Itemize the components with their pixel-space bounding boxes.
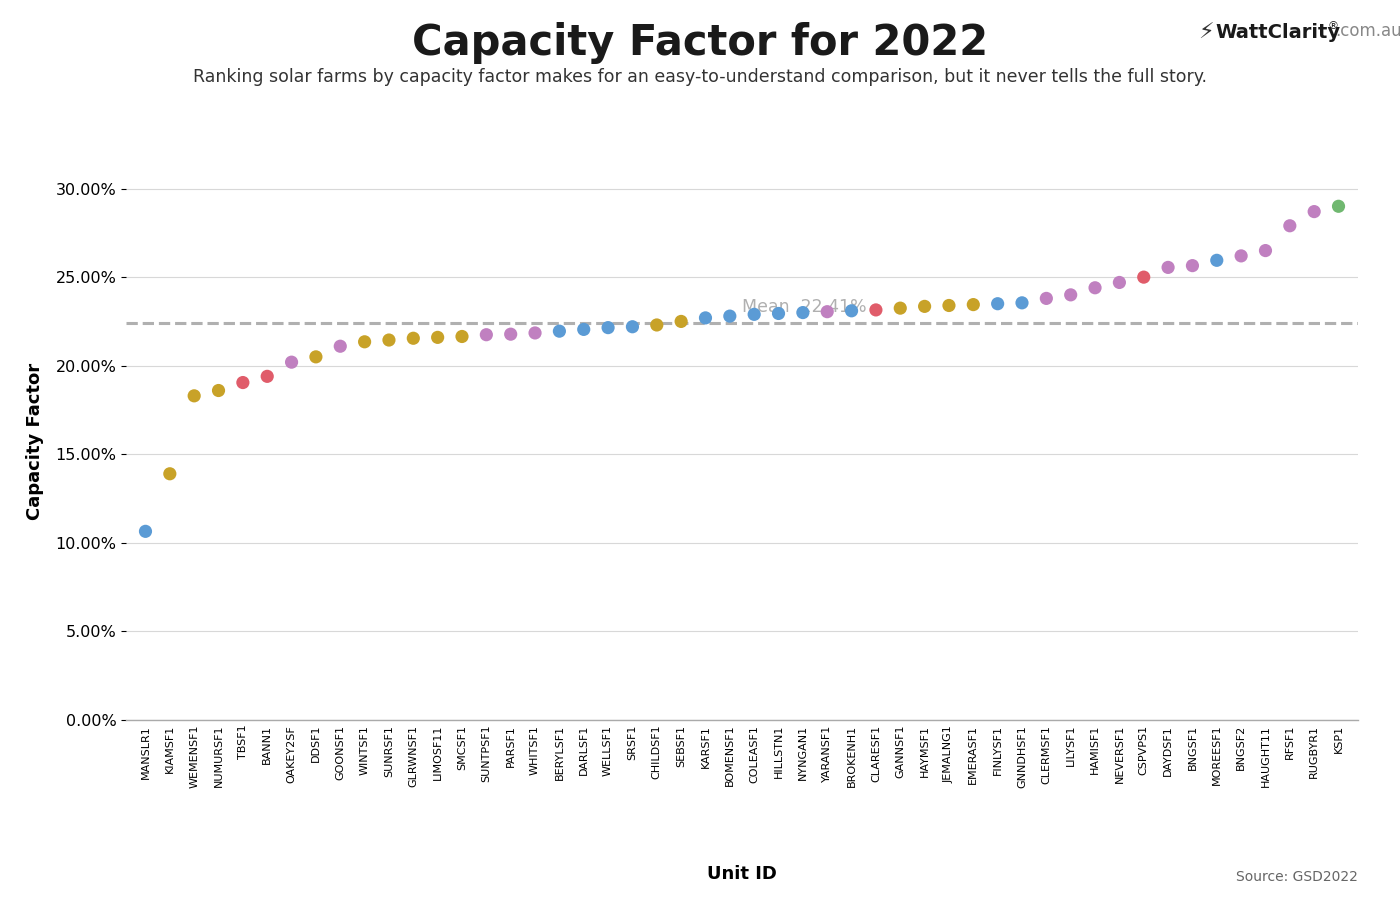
Point: [451, 329, 473, 344]
Point: [500, 327, 522, 341]
Point: [1011, 295, 1033, 310]
Point: [207, 383, 230, 398]
Point: [1156, 260, 1179, 274]
Point: [1109, 275, 1131, 290]
Point: [378, 333, 400, 347]
Point: [865, 302, 888, 317]
Text: WattClarity: WattClarity: [1215, 22, 1340, 41]
Point: [938, 298, 960, 312]
Point: [840, 303, 862, 318]
Y-axis label: Capacity Factor: Capacity Factor: [27, 363, 45, 519]
Point: [913, 299, 935, 313]
Point: [767, 306, 790, 320]
Text: Mean  22.41%: Mean 22.41%: [742, 298, 867, 316]
Point: [524, 326, 546, 340]
Point: [158, 466, 181, 481]
Point: [1327, 199, 1350, 213]
Point: [353, 335, 375, 349]
Point: [256, 369, 279, 383]
Point: [231, 375, 253, 390]
Point: [816, 304, 839, 319]
Point: [1035, 292, 1057, 306]
Point: [1133, 270, 1155, 284]
Point: [427, 330, 449, 345]
Point: [596, 320, 619, 335]
Point: [889, 301, 911, 315]
Point: [962, 297, 984, 311]
Point: [645, 318, 668, 332]
Point: [549, 324, 571, 338]
Point: [1182, 258, 1204, 273]
Text: .com.au: .com.au: [1336, 22, 1400, 40]
Point: [183, 389, 206, 403]
Point: [694, 310, 717, 325]
Point: [1060, 288, 1082, 302]
Point: [402, 331, 424, 346]
Point: [1205, 253, 1228, 267]
Text: Ranking solar farms by capacity factor makes for an easy-to-understand compariso: Ranking solar farms by capacity factor m…: [193, 68, 1207, 86]
Point: [1278, 219, 1301, 233]
Point: [1303, 204, 1326, 219]
Point: [329, 339, 351, 354]
Point: [1254, 243, 1277, 257]
Point: [622, 320, 644, 334]
Point: [134, 524, 157, 538]
Point: [1231, 248, 1253, 263]
Point: [305, 350, 328, 365]
Point: [718, 309, 741, 323]
Point: [1084, 281, 1106, 295]
Text: Capacity Factor for 2022: Capacity Factor for 2022: [412, 22, 988, 65]
Text: ⚡: ⚡: [1198, 22, 1214, 42]
Point: [475, 328, 497, 342]
Point: [671, 314, 693, 328]
X-axis label: Unit ID: Unit ID: [707, 865, 777, 883]
Text: Source: GSD2022: Source: GSD2022: [1236, 869, 1358, 884]
Point: [280, 355, 302, 369]
Text: ®: ®: [1327, 21, 1338, 31]
Point: [743, 307, 766, 321]
Point: [573, 322, 595, 337]
Point: [987, 296, 1009, 310]
Point: [791, 305, 813, 320]
